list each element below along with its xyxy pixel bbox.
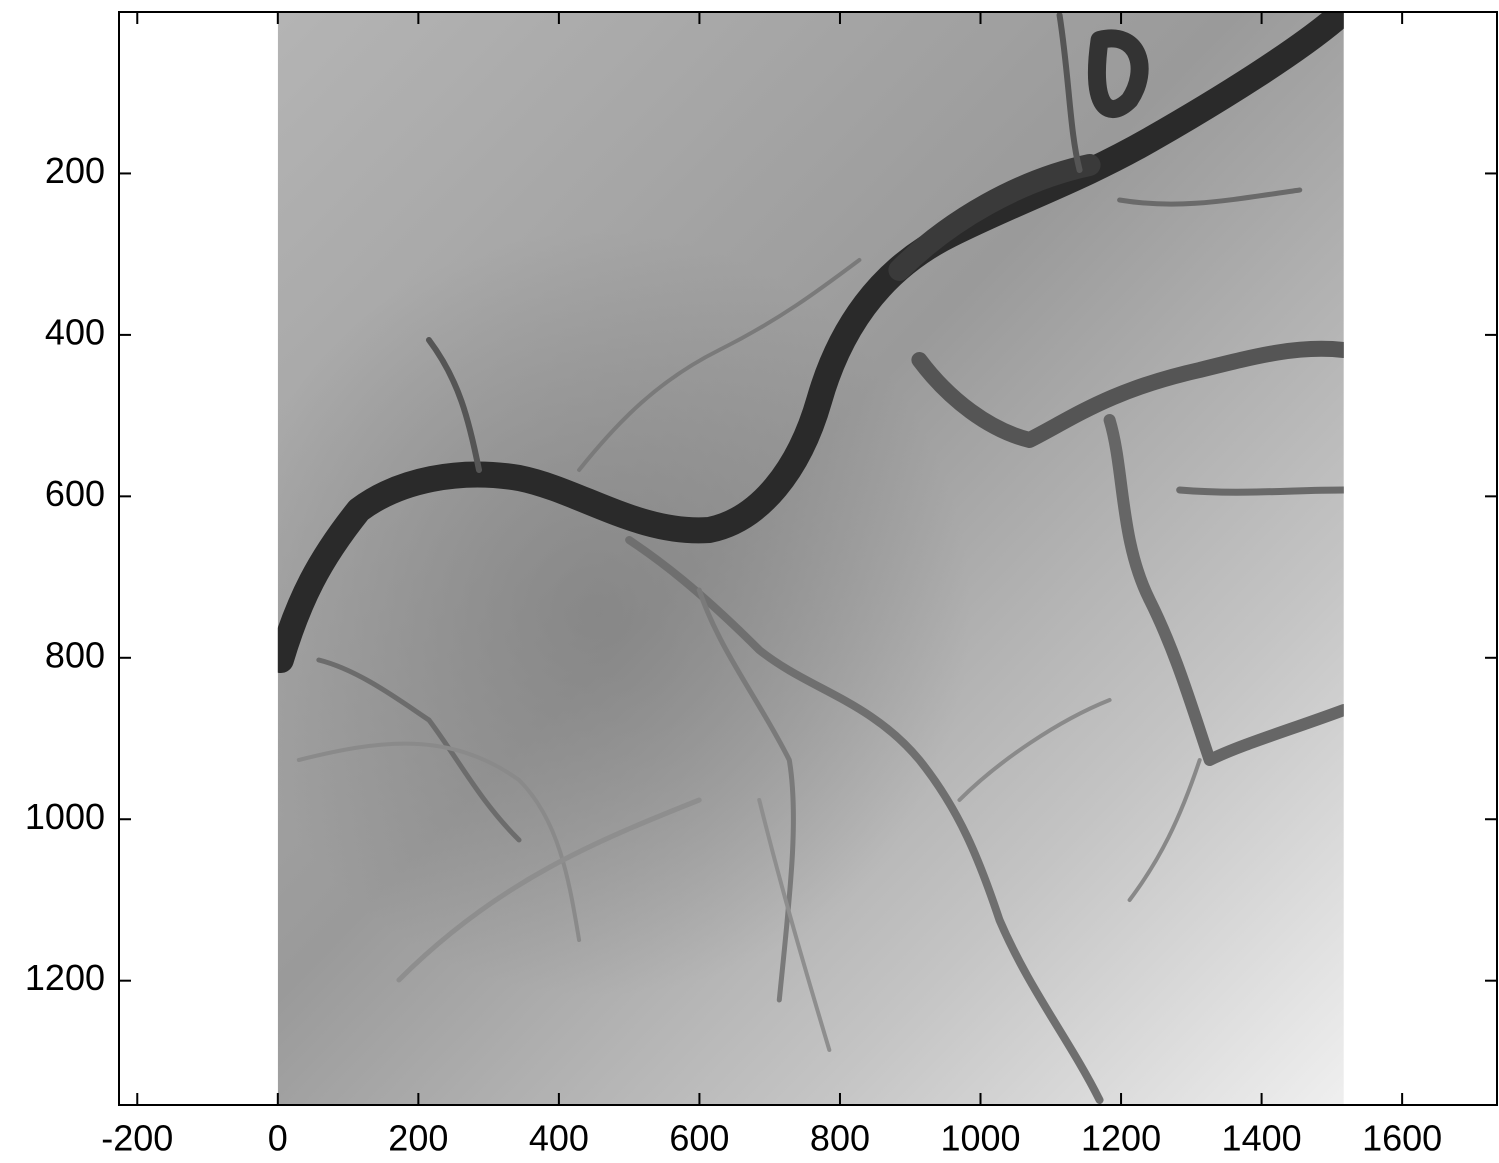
image — [277, 12, 1344, 1105]
x-tick-label: 1600 — [1362, 1118, 1442, 1159]
image-shade — [277, 12, 1344, 1105]
x-tick-label: -200 — [101, 1118, 173, 1159]
y-tick-label: 1000 — [25, 796, 105, 837]
x-tick-label: 1200 — [1081, 1118, 1161, 1159]
rivers — [277, 12, 1344, 1104]
x-tick-label: 0 — [268, 1118, 288, 1159]
plot-area — [118, 11, 1498, 1106]
x-tick-label: 600 — [669, 1118, 729, 1159]
y-tick-label: 600 — [45, 473, 105, 514]
axes-frame — [118, 11, 1498, 1106]
y-tick-label: 1200 — [25, 957, 105, 998]
x-tick-label: 400 — [529, 1118, 589, 1159]
y-tick-label: 400 — [45, 311, 105, 352]
y-tick-label: 800 — [45, 634, 105, 675]
x-tick-label: 200 — [388, 1118, 448, 1159]
x-tick-label: 1400 — [1222, 1118, 1302, 1159]
x-tick-label: 800 — [810, 1118, 870, 1159]
y-tick-label: 200 — [45, 150, 105, 191]
x-tick-label: 1000 — [940, 1118, 1020, 1159]
